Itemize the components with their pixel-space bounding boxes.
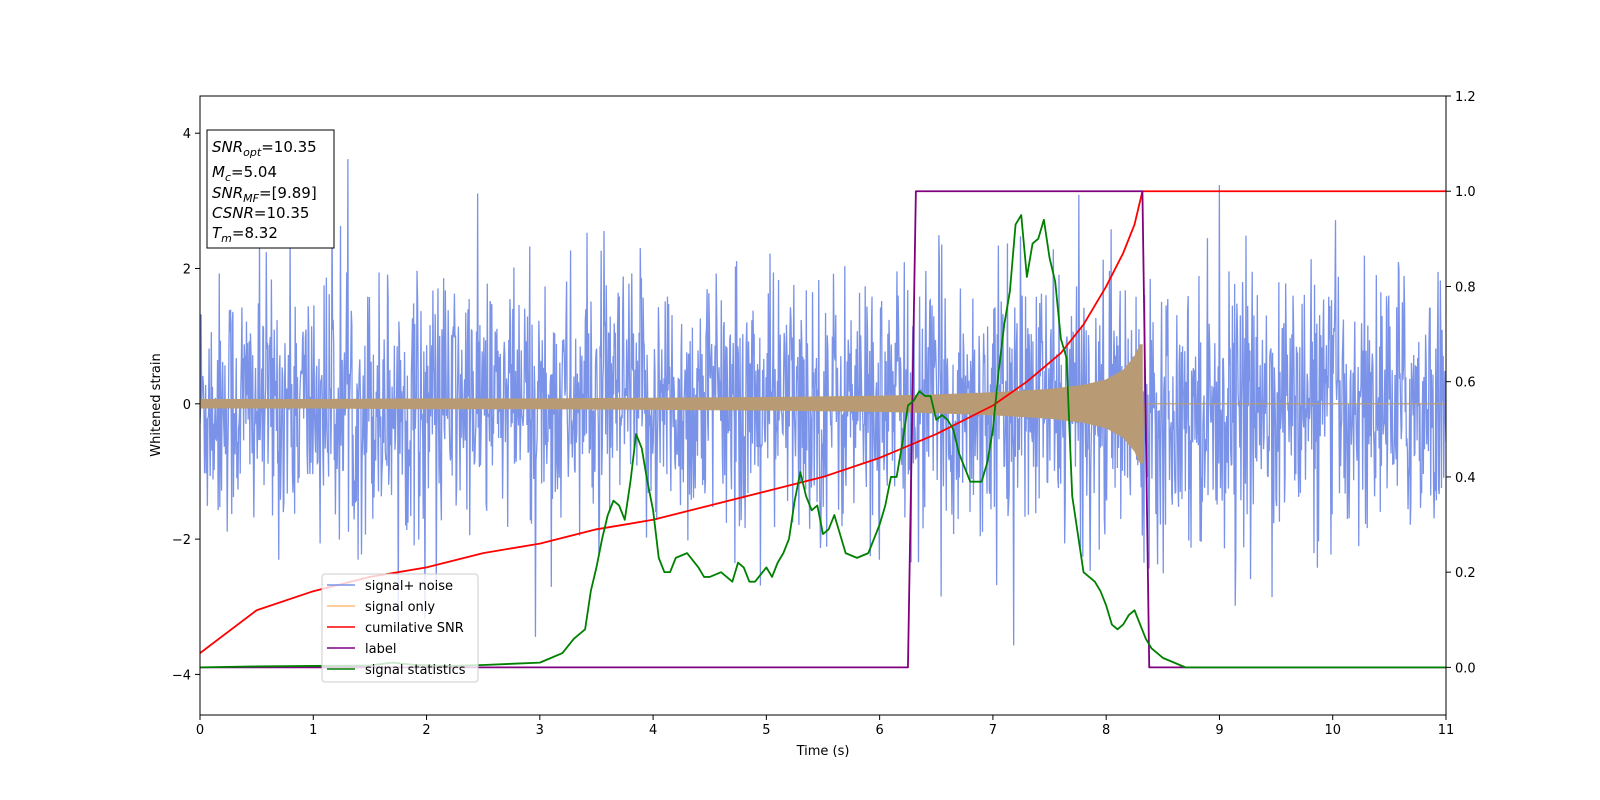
y2-tick-label: 1.0 (1455, 185, 1476, 200)
x-tick-label: 7 (989, 723, 997, 738)
info-csnr: CSNR=10.35 (212, 204, 309, 222)
info-box-frame (206, 129, 335, 249)
x-tick-label: 3 (536, 723, 544, 738)
plot-area (200, 159, 1446, 669)
legend-label-signal-noise: signal+ noise (365, 579, 453, 594)
legend: signal+ noise signal only cumilative SNR… (321, 573, 479, 683)
series-signal-statistics (200, 214, 1446, 669)
y2-tick-label: 0.0 (1455, 661, 1476, 676)
x-tick-label: 10 (1324, 723, 1341, 738)
series-signal-only (200, 344, 1446, 464)
legend-label-signal-statistics: signal statistics (365, 663, 466, 678)
y-tick-label: 2 (183, 263, 191, 278)
series-cumulative-snr (200, 190, 1446, 654)
y2-tick-label: 1.2 (1455, 90, 1476, 105)
x-tick-label: 6 (875, 723, 883, 738)
legend-frame (321, 573, 479, 683)
y2-tick-label: 0.8 (1455, 280, 1476, 295)
x-tick-label: 8 (1102, 723, 1110, 738)
x-tick-label: 9 (1215, 723, 1223, 738)
x-tick-label: 2 (422, 723, 430, 738)
x-tick-label: 1 (309, 723, 317, 738)
series-signal-noise (200, 159, 1446, 646)
info-mc: Mc=5.04 (212, 163, 277, 184)
y2-tick-label: 0.6 (1455, 376, 1476, 391)
x-axis: 0 1 2 3 4 5 6 7 8 9 10 11 (196, 715, 1454, 738)
legend-label-signal-only: signal only (365, 600, 435, 615)
x-tick-label: 11 (1438, 723, 1455, 738)
legend-label-cumulative-snr: cumilative SNR (365, 621, 464, 636)
y2-tick-label: 0.4 (1455, 471, 1476, 486)
info-snr-opt: SNRopt=10.35 (212, 138, 317, 159)
x-tick-label: 0 (196, 723, 204, 738)
y-tick-label: 0 (183, 398, 191, 413)
y-tick-label: 4 (183, 127, 191, 142)
y2-tick-label: 0.2 (1455, 566, 1476, 581)
x-tick-label: 4 (649, 723, 657, 738)
y-tick-label: −4 (172, 668, 191, 683)
info-box: SNRopt=10.35 Mc=5.04 SNRMF=[9.89] CSNR=1… (206, 129, 335, 249)
x-tick-label: 5 (762, 723, 770, 738)
legend-label-label: label (365, 642, 396, 657)
info-snr-mf: SNRMF=[9.89] (212, 184, 317, 205)
y-axis-left: −4 −2 0 2 4 (172, 127, 200, 683)
plot-frame (199, 95, 1447, 716)
x-axis-label: Time (s) (796, 744, 850, 759)
y-tick-label: −2 (172, 533, 191, 548)
info-tm: Tm=8.32 (212, 224, 278, 245)
y-axis-label: Whitened strain (149, 353, 164, 456)
y-axis-right: 0.0 0.2 0.4 0.6 0.8 1.0 1.2 (1446, 90, 1476, 676)
